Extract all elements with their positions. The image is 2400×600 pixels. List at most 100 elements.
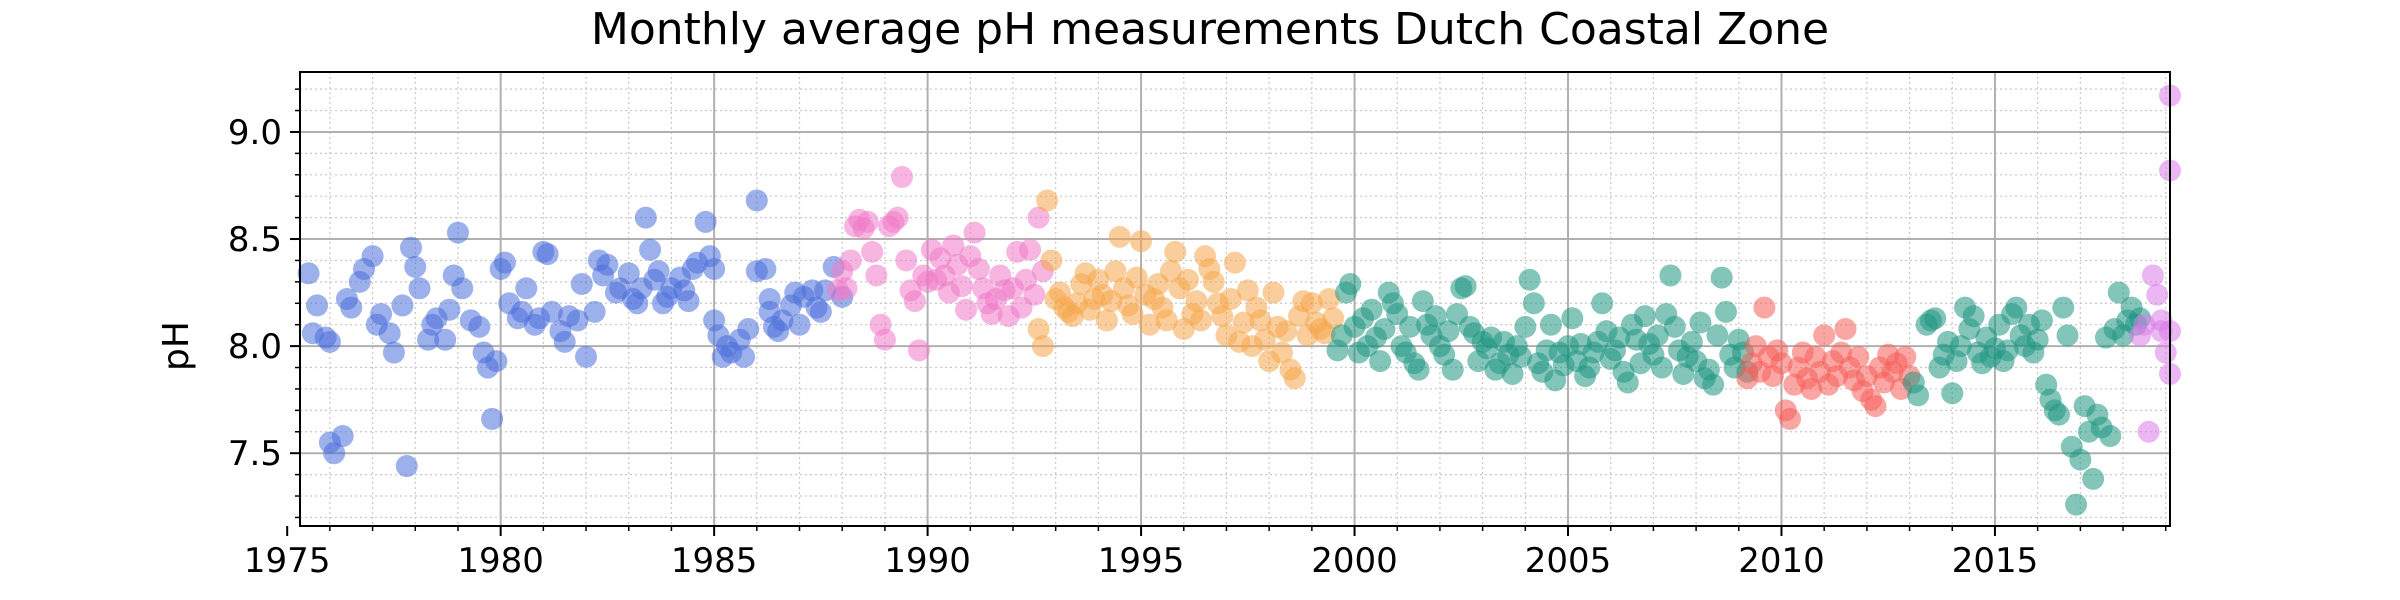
data-point xyxy=(318,330,341,353)
data-point xyxy=(540,300,563,323)
data-point xyxy=(856,210,879,233)
data-point xyxy=(553,330,576,353)
data-point xyxy=(1027,317,1050,340)
data-point xyxy=(1360,298,1383,321)
data-point xyxy=(1702,373,1725,396)
data-point xyxy=(955,298,978,321)
data-point xyxy=(297,262,320,285)
data-point xyxy=(1706,324,1729,347)
data-point xyxy=(1561,307,1584,330)
data-point xyxy=(1322,307,1345,330)
data-point xyxy=(2141,264,2164,287)
data-point xyxy=(570,273,593,296)
data-point xyxy=(2069,448,2092,471)
data-point xyxy=(515,277,538,300)
data-point xyxy=(2047,403,2070,426)
data-point xyxy=(306,294,329,317)
data-point xyxy=(1633,305,1656,328)
y-axis-label: pH xyxy=(156,321,197,371)
data-point xyxy=(566,309,589,332)
data-point xyxy=(2065,493,2088,516)
data-point xyxy=(575,345,598,368)
data-point xyxy=(2030,309,2053,332)
data-point xyxy=(370,302,393,325)
data-point xyxy=(400,236,423,259)
data-point xyxy=(1108,225,1131,248)
data-point xyxy=(865,264,888,287)
data-point xyxy=(1219,288,1242,310)
data-point xyxy=(1437,320,1460,343)
data-point xyxy=(2026,328,2049,351)
data-point xyxy=(733,345,756,368)
data-point xyxy=(950,275,973,298)
data-point xyxy=(1407,358,1430,381)
data-point xyxy=(1283,367,1306,390)
x-tick-label: 1990 xyxy=(884,541,971,581)
data-point xyxy=(861,240,884,263)
data-point xyxy=(1779,407,1802,430)
y-tick-label: 9.0 xyxy=(228,113,282,153)
data-point xyxy=(617,262,640,285)
data-point xyxy=(1411,290,1434,313)
y-tick-label: 7.5 xyxy=(228,434,282,474)
x-tick-label: 1980 xyxy=(457,541,544,581)
data-point xyxy=(2082,467,2105,490)
data-point xyxy=(1262,281,1285,304)
data-point xyxy=(677,290,700,313)
data-point xyxy=(1501,362,1524,385)
data-point xyxy=(323,442,346,465)
data-point xyxy=(1834,317,1857,340)
data-point xyxy=(2056,324,2079,347)
plot-frame xyxy=(299,71,2171,527)
data-point xyxy=(1659,264,1682,287)
data-point xyxy=(1159,260,1182,283)
data-point xyxy=(1275,320,1298,343)
data-point xyxy=(1689,311,1712,334)
data-point xyxy=(2154,341,2177,364)
data-point xyxy=(493,251,516,274)
data-point xyxy=(1646,324,1669,347)
data-point xyxy=(1138,313,1161,336)
data-point xyxy=(754,258,777,281)
chart-title: Monthly average pH measurements Dutch Co… xyxy=(591,4,1829,55)
data-point xyxy=(485,350,508,373)
data-point xyxy=(1949,335,1972,358)
y-tick-label: 8.0 xyxy=(228,327,282,367)
data-point xyxy=(583,300,606,323)
data-point xyxy=(1522,292,1545,315)
data-point xyxy=(1369,350,1392,373)
data-point xyxy=(1236,279,1259,302)
data-point xyxy=(1130,230,1153,253)
axis-tick-labels: 1975 1980 1985 1990 1995 2000 2005 2010 2015 7.5 8… xyxy=(228,113,2038,581)
data-point xyxy=(639,238,662,261)
data-point xyxy=(2137,420,2160,443)
x-tick-label: 1995 xyxy=(1098,541,1185,581)
data-point xyxy=(391,294,414,317)
data-point xyxy=(404,255,427,278)
data-point xyxy=(1185,290,1208,313)
data-point xyxy=(745,189,768,212)
data-point xyxy=(1591,292,1614,315)
data-point xyxy=(1753,296,1776,319)
data-point xyxy=(2146,283,2169,306)
data-point xyxy=(1894,345,1917,368)
data-point xyxy=(446,221,469,244)
data-point xyxy=(596,253,619,276)
data-point xyxy=(408,277,431,300)
data-point xyxy=(1202,270,1225,293)
data-point xyxy=(1270,341,1293,364)
data-point xyxy=(895,249,918,272)
data-point xyxy=(1211,305,1234,328)
data-point xyxy=(1539,313,1562,336)
data-point xyxy=(788,313,811,336)
data-point xyxy=(890,165,913,188)
data-point xyxy=(536,243,559,266)
data-point xyxy=(1924,307,1947,330)
data-point xyxy=(2052,296,2075,319)
axis-ticks xyxy=(286,88,2167,536)
data-point xyxy=(1023,283,1046,306)
data-point xyxy=(1164,240,1187,263)
data-point xyxy=(340,296,363,319)
data-point xyxy=(1996,339,2019,362)
